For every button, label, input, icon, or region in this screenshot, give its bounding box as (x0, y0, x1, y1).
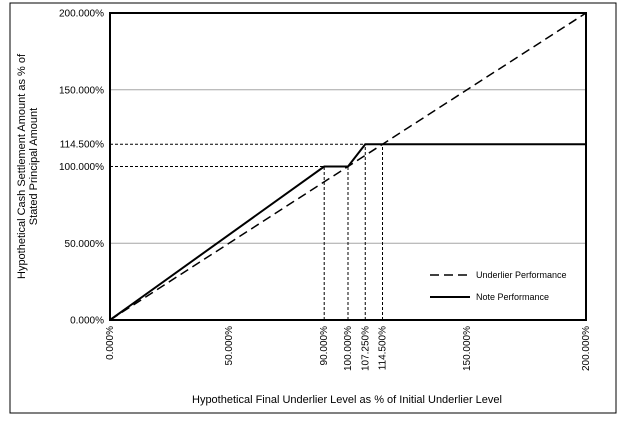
y-tick-label-1: 50.000% (65, 239, 105, 250)
y-tick-label-0: 0.000% (70, 316, 104, 327)
legend-label-1: Note Performance (476, 292, 549, 302)
x-tick-label-3: 100.000% (343, 326, 354, 371)
series-line-1 (109, 143, 586, 321)
outer-border (9, 2, 617, 414)
y-axis-title-line-0: Hypothetical Cash Settlement Amount as %… (16, 53, 28, 279)
x-tick-label-0: 0.000% (105, 326, 116, 360)
y-tick-labels: 0.000% 50.000% 100.000% 114.500% 150.000% 200… (59, 9, 104, 327)
y-tick-label-5: 200.000% (59, 9, 104, 20)
reference-lines (110, 143, 384, 320)
y-axis-title: Hypothetical Cash Settlement Amount as %… (16, 53, 40, 279)
y-tick-label-2: 100.000% (59, 162, 104, 173)
x-axis-title: Hypothetical Final Underlier Level as % … (192, 394, 502, 406)
y-tick-label-4: 150.000% (59, 85, 104, 96)
legend: Underlier Performance Note Performance (430, 270, 567, 302)
y-axis-title-line-1: Stated Principal Amount (28, 108, 40, 225)
y-tick-label-3: 114.500% (60, 140, 104, 151)
x-tick-label-2: 90.000% (319, 326, 330, 366)
x-tick-label-7: 200.000% (581, 326, 592, 371)
x-tick-label-5: 114.500% (378, 326, 389, 370)
series-lines (109, 12, 587, 321)
legend-label-0: Underlier Performance (476, 270, 567, 280)
x-tick-labels: 0.000% 50.000% 90.000% 100.000% 107.250% 114.… (105, 326, 592, 371)
x-tick-label-1: 50.000% (224, 326, 235, 366)
plot-border (109, 12, 587, 321)
x-tick-label-4: 107.250% (360, 326, 371, 371)
x-tick-label-6: 150.000% (462, 326, 473, 371)
